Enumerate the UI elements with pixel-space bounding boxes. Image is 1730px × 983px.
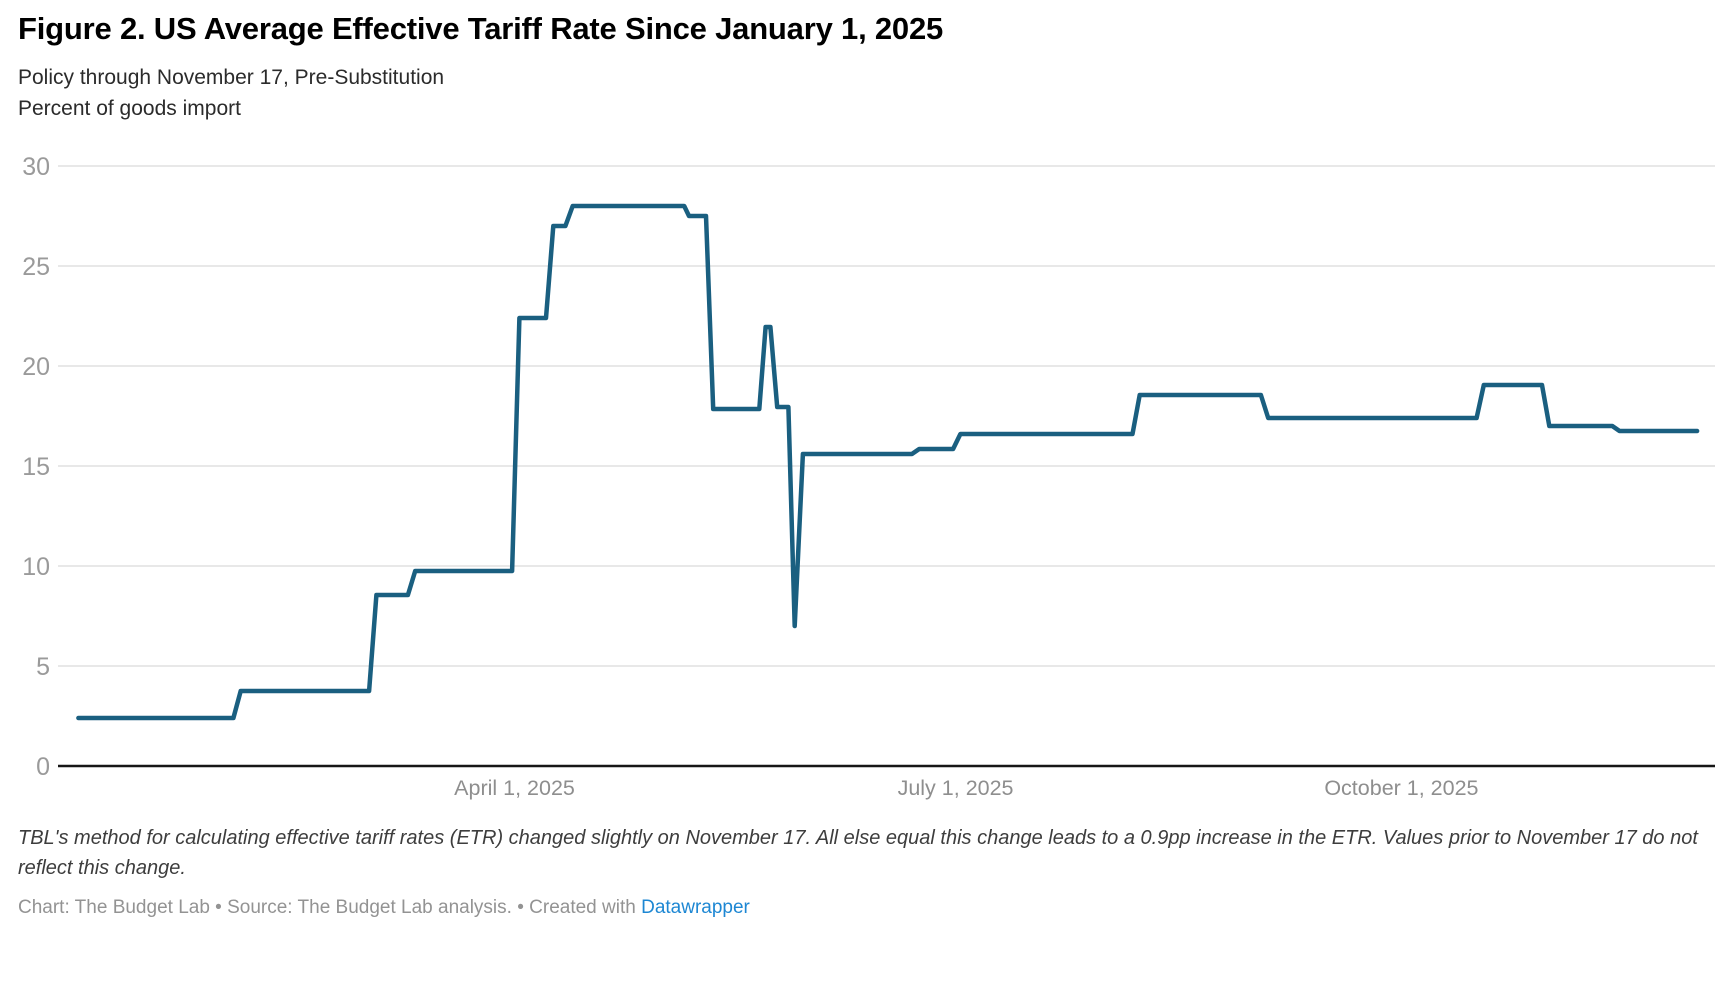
x-axis-label: July 1, 2025 bbox=[898, 776, 1014, 800]
chart-footnote: TBL's method for calculating effective t… bbox=[18, 827, 1698, 879]
tariff-rate-line bbox=[76, 203, 1700, 721]
x-axis-label: October 1, 2025 bbox=[1324, 776, 1478, 800]
chart-caption: Chart: The Budget Lab • Source: The Budg… bbox=[18, 895, 1712, 921]
chart-card: Figure 2. US Average Effective Tariff Ra… bbox=[0, 9, 1730, 921]
y-axis-label: 5 bbox=[36, 653, 50, 681]
caption-text: Chart: The Budget Lab • Source: The Budg… bbox=[18, 897, 642, 918]
y-axis-label: 20 bbox=[22, 353, 50, 381]
y-axis-label: 10 bbox=[22, 553, 50, 581]
subtitle-line-1: Policy through November 17, Pre-Substitu… bbox=[18, 66, 445, 89]
x-axis-label: April 1, 2025 bbox=[454, 776, 575, 800]
subtitle-line-2: Percent of goods import bbox=[18, 97, 241, 120]
datawrapper-link[interactable]: Datawrapper bbox=[641, 897, 750, 918]
tariff-chart-svg: 0 5 10 15 20 25 30 April 1, 2025 July 1, 2025 Oct… bbox=[22, 153, 1715, 800]
y-axis-label: 0 bbox=[36, 753, 50, 781]
y-axis-label: 25 bbox=[22, 253, 50, 281]
tariff-line-chart: 0 5 10 15 20 25 30 April 1, 2025 July 1, 2025 Oct… bbox=[0, 139, 1730, 809]
y-axis-label: 15 bbox=[22, 453, 50, 481]
chart-subtitle: Policy through November 17, Pre-Substitu… bbox=[18, 62, 1712, 124]
y-axis-label: 30 bbox=[22, 153, 50, 181]
page-title: Figure 2. US Average Effective Tariff Ra… bbox=[18, 11, 944, 46]
